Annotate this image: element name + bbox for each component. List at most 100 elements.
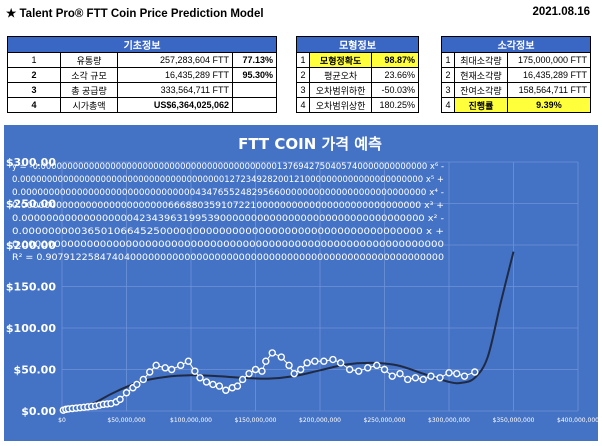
row-number: 4 (296, 97, 310, 113)
data-point (373, 361, 381, 370)
row-label: 유통량 (60, 52, 118, 68)
data-point (222, 386, 230, 394)
burn-info-title: 소각정보 (441, 36, 591, 53)
data-point (396, 369, 404, 378)
row-number: 1 (441, 52, 455, 68)
row-label: 최대소각량 (454, 52, 508, 68)
row-label: 시가총액 (60, 97, 118, 113)
data-point (285, 361, 293, 370)
row-value: 16,435,289 FTT (506, 67, 592, 83)
model-info-row: 2 평균오차 23.66% (296, 67, 419, 83)
data-point (245, 369, 253, 378)
row-label: 오차범위상한 (308, 97, 373, 113)
data-point (303, 359, 311, 367)
row-value: -50.03% (371, 82, 419, 98)
row-number: 2 (441, 67, 455, 83)
data-point (411, 374, 420, 382)
row-label: 모형정확도 (308, 52, 373, 68)
row-value: 257,283,604 FTT (117, 52, 233, 68)
row-number: 3 (441, 82, 455, 98)
data-point (191, 367, 199, 375)
data-point (329, 355, 337, 364)
row-label: 진행률 (454, 97, 508, 113)
burn-info-row: 1 최대소각량 175,000,000 FTT (441, 52, 592, 68)
row-number: 3 (7, 82, 61, 98)
data-point (453, 369, 461, 378)
model-info-title: 모형정보 (296, 36, 419, 53)
data-point (404, 375, 412, 384)
basic-info-row: 4 시가총액 US$6,364,025,062 (7, 97, 277, 113)
row-value: 180.25% (371, 97, 419, 113)
y-tick-label: $200.00 (6, 239, 56, 252)
model-info-row: 3 오차범위하한 -50.03% (296, 82, 419, 98)
data-point (277, 353, 285, 361)
row-value: 175,000,000 FTT (506, 52, 592, 68)
burn-info-row: 2 현재소각량 16,435,289 FTT (441, 67, 592, 83)
data-point (290, 369, 298, 378)
data-points-layer (59, 349, 479, 414)
data-point (296, 365, 305, 374)
chart-title: FTT COIN 가격 예측 (238, 135, 382, 153)
equation-line: 0.00000000000000000000000000000000000000… (12, 239, 444, 249)
row-value: 23.66% (371, 67, 419, 83)
y-tick-label: $50.00 (14, 364, 57, 377)
y-tick-label: $0.00 (21, 405, 56, 418)
data-point (152, 361, 160, 370)
row-value: 9.39% (506, 97, 592, 113)
row-value: 98.87% (371, 52, 419, 68)
row-number: 1 (7, 52, 61, 68)
data-point (258, 367, 266, 375)
data-point (355, 367, 363, 375)
data-point (345, 365, 354, 374)
basic-info-row: 1 유통량 257,283,604 FTT 77.13% (7, 52, 277, 68)
row-value: 333,564,711 FTT (117, 82, 233, 98)
data-point (184, 357, 193, 365)
x-tick-label: $300,000,000 (428, 417, 470, 424)
row-label: 현재소각량 (454, 67, 508, 83)
y-tick-label: $150.00 (6, 281, 56, 294)
data-point (122, 389, 131, 397)
chart-svg: FTT COIN 가격 예측 y = -0.000000000000000000… (4, 125, 599, 441)
row-number: 2 (7, 67, 61, 83)
equation-line: y = -0.000000000000000000000000000000000… (12, 161, 444, 171)
x-tick-label: $50,000,000 (107, 417, 145, 424)
data-point (251, 365, 260, 374)
equation-line: 0.00000000000000000000000000000004347655… (12, 187, 444, 197)
equation-line: 0.00000000000000000000000000000000000000… (12, 174, 444, 184)
data-point (233, 382, 242, 390)
row-value: US$6,364,025,062 (117, 97, 233, 113)
axis-labels-layer: $0 $50,000,000 $100,000,000 $150,000,000 $20… (6, 156, 599, 424)
data-point (262, 357, 270, 365)
data-point (167, 365, 176, 374)
row-percent: 95.30% (232, 67, 277, 83)
row-number: 3 (296, 82, 310, 98)
data-point (320, 357, 328, 365)
data-point (436, 374, 444, 382)
y-tick-label: $300.00 (6, 156, 56, 169)
burn-info-row: 4 진행률 9.39% (441, 97, 592, 113)
x-tick-label: $350,000,000 (493, 417, 535, 424)
x-tick-label: $400,000,000 (557, 417, 599, 424)
data-point (116, 395, 124, 404)
x-tick-label: $0 (58, 417, 66, 424)
data-point (460, 372, 469, 380)
equation-line: 0.00000000000000000042343963199539000000… (12, 213, 444, 223)
x-tick-label: $200,000,000 (299, 417, 341, 424)
data-point (380, 365, 389, 374)
data-point (445, 369, 453, 377)
y-tick-label: $100.00 (6, 322, 56, 335)
data-point (238, 375, 247, 384)
data-point (268, 349, 276, 357)
row-number: 4 (441, 97, 455, 113)
data-point (202, 378, 211, 386)
row-percent (232, 97, 277, 113)
data-point (419, 375, 427, 384)
row-label: 오차범위하한 (308, 82, 373, 98)
header-date: 2021.08.16 (532, 6, 590, 18)
data-point (364, 364, 372, 372)
burn-info-row: 3 잔여소각량 158,564,711 FTT (441, 82, 592, 98)
data-point (336, 359, 345, 367)
data-point (176, 361, 185, 370)
row-percent: 77.13% (232, 52, 277, 68)
row-value: 158,564,711 FTT (506, 82, 592, 98)
